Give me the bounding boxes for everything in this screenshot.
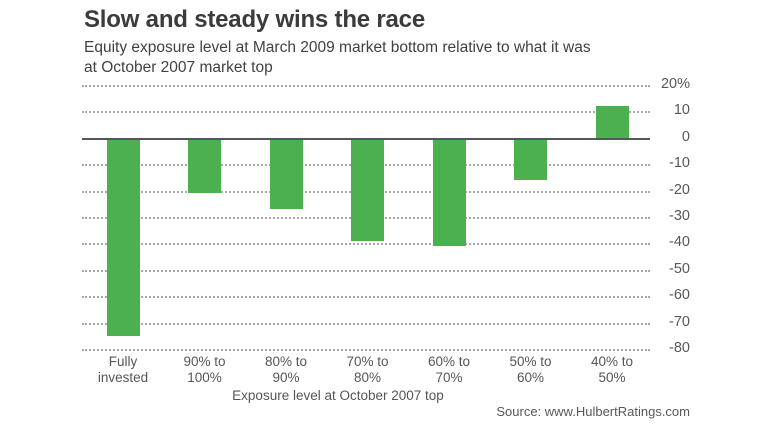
x-tick-label-line: 80% to <box>264 354 308 369</box>
gridline--60 <box>82 296 650 299</box>
bar-90-to-100- <box>188 137 221 194</box>
y-tick-label-0: 0 <box>681 128 690 145</box>
x-tick-label-line: 70% <box>435 369 463 385</box>
x-tick-label-line: invested <box>97 369 149 385</box>
bar-fully-invested <box>106 137 140 336</box>
x-tick-label-line: 90% <box>272 369 300 385</box>
x-tick-label-80-to-90-: 80% to 90% <box>241 354 331 385</box>
y-tick-label--80: -80 <box>669 340 690 356</box>
x-tick-label-line: 50% <box>598 369 626 385</box>
x-tick-label-90-to-100-: 90% to 100% <box>160 354 250 385</box>
y-tick-label--20: -20 <box>669 181 690 198</box>
x-tick-label-line: 60% to <box>427 354 471 369</box>
y-tick-label--70: -70 <box>669 313 690 330</box>
x-tick-label-40-to-50-: 40% to 50% <box>567 354 657 385</box>
x-tick-label-line: Fully <box>108 354 138 369</box>
x-tick-label-line: 40% to <box>590 354 634 369</box>
x-axis-labels: Fully invested 90% to 100% 80% to 90% 70% to 80… <box>82 354 650 386</box>
plot-area <box>82 85 650 351</box>
x-tick-label-line: 100% <box>187 369 222 385</box>
x-tick-label-fully-invested: Fully invested <box>78 354 168 385</box>
x-tick-label-line: 90% to <box>183 354 226 369</box>
y-axis-labels: 20% 10 0 -10 -20 -30 -40 -50 -60 -70 -80 <box>652 76 690 356</box>
gridline-10 <box>82 111 650 114</box>
x-tick-label-70-to-80-: 70% to 80% <box>323 354 413 385</box>
y-tick-label--50: -50 <box>669 260 690 277</box>
x-tick-label-line: 50% to <box>509 354 552 369</box>
gridline--80 <box>82 349 650 351</box>
y-tick-label-10: 10 <box>673 102 690 119</box>
bar-80-to-90- <box>269 137 303 210</box>
bar-60-to-70- <box>432 137 466 247</box>
chart-subtitle: Equity exposure level at March 2009 mark… <box>84 38 591 78</box>
bar-70-to-80- <box>351 137 384 241</box>
x-tick-label-50-to-60-: 50% to 60% <box>486 354 576 385</box>
chart-subtitle-line-2: at October 2007 market top <box>84 59 273 76</box>
gridline-20 <box>82 85 650 87</box>
y-tick-label--30: -30 <box>669 208 690 224</box>
y-tick-label--10: -10 <box>669 155 690 172</box>
source-credit: Source: www.HulbertRatings.com <box>496 404 690 419</box>
gridline--50 <box>82 269 650 272</box>
bar-40-to-50- <box>595 106 629 138</box>
bar-50-to-60- <box>514 137 547 181</box>
gridline--70 <box>82 322 650 325</box>
x-tick-label-line: 60% <box>516 369 545 385</box>
zero-axis-line <box>82 137 650 140</box>
chart-subtitle-line-1: Equity exposure level at March 2009 mark… <box>84 39 591 56</box>
chart-title: Slow and steady wins the race <box>84 6 425 33</box>
y-tick-label--60: -60 <box>669 287 690 304</box>
x-axis-title: Exposure level at October 2007 top <box>232 388 444 403</box>
x-tick-label-60-to-70-: 60% to 70% <box>404 354 494 385</box>
y-tick-label-20: 20% <box>660 76 690 92</box>
y-tick-label--40: -40 <box>669 234 690 251</box>
x-tick-label-line: 70% to <box>346 354 389 369</box>
x-tick-label-line: 80% <box>353 369 382 385</box>
gridline--40 <box>82 243 650 246</box>
